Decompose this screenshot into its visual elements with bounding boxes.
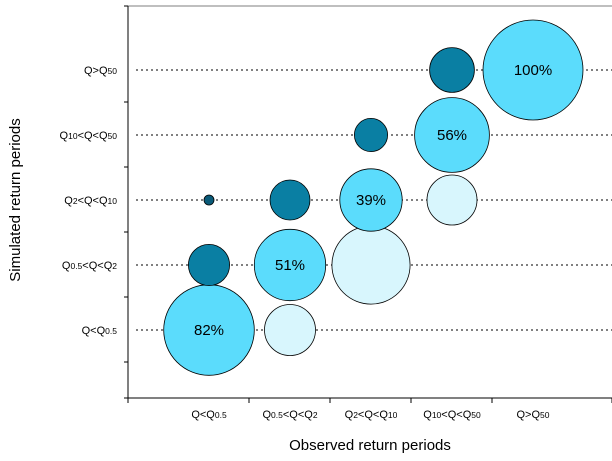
x-tick-label: Q10<Q<Q50 (423, 409, 481, 421)
bubble (253, 228, 327, 302)
bubble (339, 168, 403, 232)
y-axis-title: Simulated return periods (7, 118, 24, 281)
bubble (187, 243, 230, 286)
bubble (426, 174, 478, 226)
bubble (482, 19, 584, 121)
tick-label-text: <Q<Q (358, 409, 388, 421)
tick-label-subscript: 10 (388, 410, 398, 420)
bubble-value-label: 39% (356, 192, 386, 209)
y-tick-label: Q2<Q<Q10 (64, 195, 117, 207)
tick-label-text: <Q<Q (78, 195, 108, 207)
y-tick-label: Q<Q0.5 (82, 325, 118, 337)
tick-label-subscript: 10 (68, 131, 78, 141)
bubble-value-label: 56% (437, 127, 467, 144)
tick-label-subscript: 0.5 (215, 410, 227, 420)
bubble (331, 225, 411, 305)
tick-label-text: Q (262, 409, 271, 421)
y-tick-label: Q>Q50 (84, 65, 117, 77)
bubble-labels: 82% 51% 39% 56% 100% (194, 62, 552, 339)
tick-label-text: <Q<Q (82, 260, 112, 272)
tick-label-text: Q>Q (516, 409, 540, 421)
x-tick-labels: Q<Q0.5 Q0.5<Q<Q2 Q2<Q<Q10 Q10<Q<Q50 Q>Q50 (191, 409, 549, 421)
tick-label-subscript: 2 (313, 410, 318, 420)
x-tick-label: Q0.5<Q<Q2 (262, 409, 317, 421)
y-tick-label: Q10<Q<Q50 (60, 130, 118, 142)
tick-label-subscript: 2 (73, 196, 78, 206)
tick-label-subscript: 0.5 (271, 410, 283, 420)
x-tick-label: Q<Q0.5 (191, 409, 227, 421)
tick-label-text: Q<Q (82, 325, 106, 337)
tick-label-text: <Q<Q (283, 409, 313, 421)
tick-label-subscript: 0.5 (105, 326, 117, 336)
x-tick-label: Q2<Q<Q10 (345, 409, 398, 421)
tick-label-subscript: 50 (108, 131, 118, 141)
tick-label-text: Q<Q (191, 409, 215, 421)
tick-label-text: Q (345, 409, 354, 421)
tick-label-text: <Q<Q (441, 409, 471, 421)
bubbles (163, 19, 584, 376)
tick-label-subscript: 50 (471, 410, 481, 420)
tick-label-subscript: 0.5 (70, 261, 82, 271)
tick-label-text: Q (62, 260, 71, 272)
tick-label-subscript: 2 (112, 261, 117, 271)
tick-label-text: Q>Q (84, 65, 108, 77)
tick-label-subscript: 10 (432, 410, 442, 420)
y-tick-label: Q0.5<Q<Q2 (62, 260, 117, 272)
bubble (429, 47, 475, 93)
bubble-value-label: 100% (514, 62, 552, 79)
bubble (203, 194, 215, 206)
tick-label-text: Q (64, 195, 73, 207)
bubble-value-label: 82% (194, 322, 224, 339)
x-axis-title: Observed return periods (289, 437, 451, 454)
tick-label-subscript: 50 (540, 410, 550, 420)
bubble (269, 179, 311, 221)
tick-label-text: <Q<Q (78, 130, 108, 142)
bubble (414, 97, 490, 173)
tick-label-subscript: 2 (353, 410, 358, 420)
tick-label-subscript: 10 (108, 196, 118, 206)
tick-label-text: Q (423, 409, 432, 421)
bubble-value-label: 51% (275, 257, 305, 274)
tick-label-subscript: 50 (108, 66, 118, 76)
bubble (353, 118, 388, 153)
x-tick-label: Q>Q50 (516, 409, 549, 421)
bubble (264, 304, 316, 356)
tick-label-text: Q (60, 130, 69, 142)
axis-ticks (124, 5, 612, 403)
